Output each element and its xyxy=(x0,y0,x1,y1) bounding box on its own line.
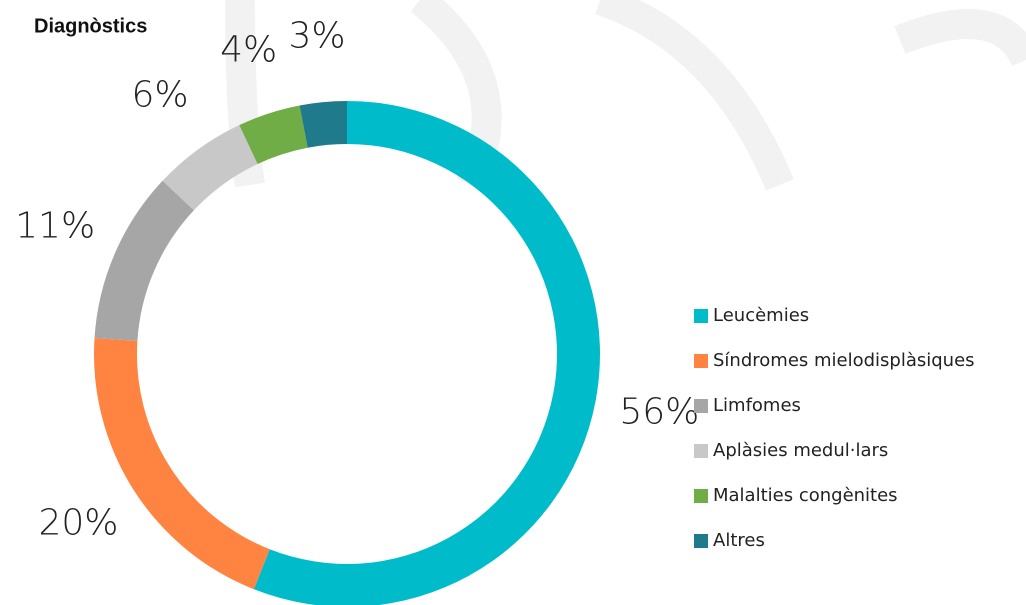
donut-segment xyxy=(94,180,194,341)
value-label: 56% xyxy=(619,392,699,433)
legend-label: Altres xyxy=(713,530,765,551)
value-label: 20% xyxy=(38,502,118,543)
legend-label: Leucèmies xyxy=(713,305,809,326)
legend-label: Limfomes xyxy=(713,395,801,416)
legend-swatch xyxy=(694,444,708,458)
legend-swatch xyxy=(694,309,708,323)
legend-swatch xyxy=(694,399,708,413)
legend-swatch xyxy=(694,534,708,548)
legend-label: Síndromes mielodisplàsiques xyxy=(713,350,975,371)
value-label: 3% xyxy=(289,15,346,56)
legend-label: Aplàsies medul·lars xyxy=(713,440,888,461)
donut-segment xyxy=(253,101,600,605)
donut-segment xyxy=(93,338,270,590)
value-label: 6% xyxy=(132,75,189,116)
chart-title: Diagnòstics xyxy=(34,15,147,37)
donut-segment xyxy=(239,105,308,164)
legend-swatch xyxy=(694,489,708,503)
legend-swatch xyxy=(694,354,708,368)
donut-segment xyxy=(162,125,258,211)
donut-segment xyxy=(299,101,347,148)
value-label: 11% xyxy=(15,206,95,247)
legend-label: Malalties congènites xyxy=(713,485,898,506)
background-decoration xyxy=(225,0,1026,192)
value-label: 4% xyxy=(220,30,277,71)
